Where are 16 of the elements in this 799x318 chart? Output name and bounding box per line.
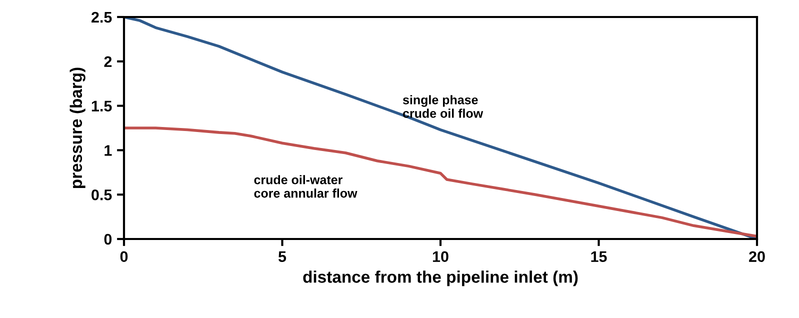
annotation: crude oil-water core annular flow: [254, 175, 358, 198]
y-tick-label: 2.5: [91, 12, 112, 23]
annotation: single phase crude oil flow: [402, 95, 484, 118]
y-tick-label: 1.5: [92, 100, 112, 112]
x-tick-label: 10: [432, 251, 448, 262]
x-axis-title: distance from the pipeline inlet (m): [303, 270, 578, 286]
y-tick-label: 0: [104, 234, 112, 245]
x-tick-label: 0: [120, 251, 128, 262]
y-axis-title: pressure (barg): [70, 68, 86, 188]
y-tick-label: 1: [104, 145, 112, 156]
x-tick-label: 20: [749, 251, 765, 262]
x-tick-label: 15: [591, 251, 607, 262]
y-tick-label: 0.5: [92, 189, 112, 200]
y-tick-label: 2: [104, 56, 112, 67]
line-series: [124, 126, 757, 238]
x-tick-label: 5: [278, 251, 286, 262]
